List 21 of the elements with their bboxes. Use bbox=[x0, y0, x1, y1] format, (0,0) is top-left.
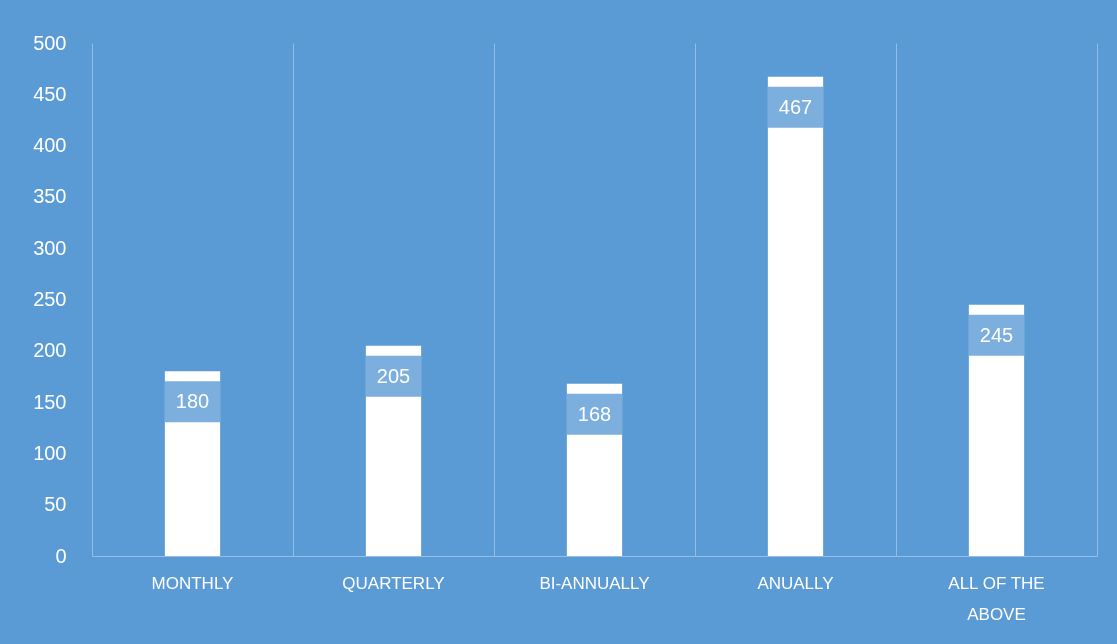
data-label: 205 bbox=[376, 364, 411, 387]
y-tick-label: 0 bbox=[55, 544, 67, 567]
x-tick-label: MONTHLY bbox=[151, 574, 234, 593]
x-tick-label: ALL OF THE ABOVE bbox=[948, 574, 1045, 624]
y-tick-label: 150 bbox=[33, 390, 67, 413]
y-tick-label: 350 bbox=[33, 185, 67, 208]
y-tick-label: 50 bbox=[44, 493, 67, 516]
y-tick-label: 200 bbox=[33, 339, 67, 362]
y-tick-label: 450 bbox=[33, 82, 67, 105]
data-label: 245 bbox=[979, 323, 1014, 346]
data-label: 168 bbox=[577, 402, 612, 425]
y-tick-label: 500 bbox=[33, 31, 67, 54]
data-label: 180 bbox=[175, 390, 210, 413]
y-tick-label: 250 bbox=[33, 288, 67, 310]
x-tick-label: ANUALLY bbox=[757, 574, 834, 593]
y-tick-label: 300 bbox=[33, 236, 67, 259]
y-tick-label: 100 bbox=[33, 441, 67, 464]
data-label: 467 bbox=[778, 95, 813, 118]
x-tick-label: BI-ANNUALLY bbox=[539, 574, 650, 593]
x-tick-label: QUARTERLY bbox=[342, 574, 445, 593]
y-tick-label: 400 bbox=[33, 134, 67, 157]
